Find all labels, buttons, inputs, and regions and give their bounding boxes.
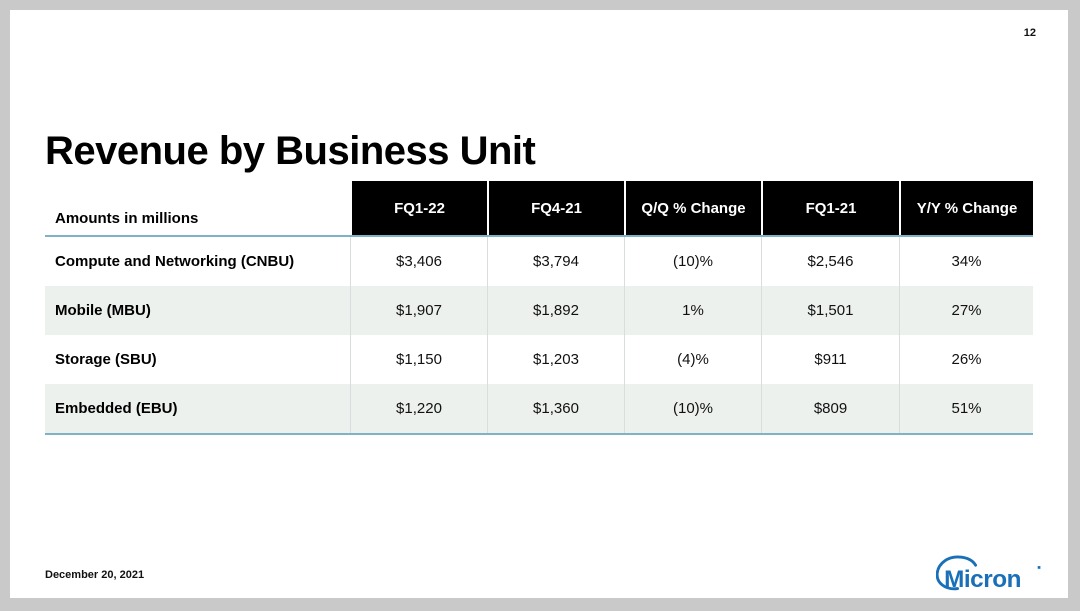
row-value: $911 xyxy=(761,335,899,384)
column-header-fq1-22: FQ1-22 xyxy=(350,181,487,235)
row-value: 27% xyxy=(899,286,1033,335)
row-value: $1,501 xyxy=(761,286,899,335)
row-label: Mobile (MBU) xyxy=(45,286,350,335)
table-row-cnbu: Compute and Networking (CNBU) $3,406 $3,… xyxy=(45,237,1033,286)
table-header-row: Amounts in millions FQ1-22 FQ4-21 Q/Q % … xyxy=(45,181,1033,237)
row-value: $3,406 xyxy=(350,237,487,286)
row-value: (10)% xyxy=(624,237,761,286)
column-header-qq-change: Q/Q % Change xyxy=(624,181,761,235)
micron-logo-graphic: Micron xyxy=(936,555,1041,593)
logo-wordmark: Micron xyxy=(944,566,1021,593)
row-value: 26% xyxy=(899,335,1033,384)
row-value: $1,203 xyxy=(487,335,624,384)
revenue-table: Amounts in millions FQ1-22 FQ4-21 Q/Q % … xyxy=(45,181,1033,435)
page-number: 12 xyxy=(1023,27,1036,39)
row-value: $1,907 xyxy=(350,286,487,335)
row-label: Storage (SBU) xyxy=(45,335,350,384)
row-value: $1,892 xyxy=(487,286,624,335)
table-corner-label: Amounts in millions xyxy=(45,181,350,235)
table-row-sbu: Storage (SBU) $1,150 $1,203 (4)% $911 26… xyxy=(45,335,1033,384)
row-value: $3,794 xyxy=(487,237,624,286)
table-row-mbu: Mobile (MBU) $1,907 $1,892 1% $1,501 27% xyxy=(45,286,1033,335)
row-value: $1,360 xyxy=(487,384,624,433)
row-value: (4)% xyxy=(624,335,761,384)
row-value: 51% xyxy=(899,384,1033,433)
row-value: $1,150 xyxy=(350,335,487,384)
table-row-ebu: Embedded (EBU) $1,220 $1,360 (10)% $809 … xyxy=(45,384,1033,433)
column-header-fq1-21: FQ1-21 xyxy=(761,181,899,235)
row-label: Compute and Networking (CNBU) xyxy=(45,237,350,286)
logo-trademark-tick xyxy=(1037,566,1041,569)
column-header-yy-change: Y/Y % Change xyxy=(899,181,1033,235)
row-value: $2,546 xyxy=(761,237,899,286)
slide: 12 Revenue by Business Unit Amounts in m… xyxy=(10,10,1068,598)
column-header-fq4-21: FQ4-21 xyxy=(487,181,624,235)
row-value: $1,220 xyxy=(350,384,487,433)
row-value: (10)% xyxy=(624,384,761,433)
footer-date: December 20, 2021 xyxy=(45,569,145,581)
row-value: 34% xyxy=(899,237,1033,286)
table-body: Compute and Networking (CNBU) $3,406 $3,… xyxy=(45,237,1033,435)
slide-title: Revenue by Business Unit xyxy=(45,129,536,173)
row-label: Embedded (EBU) xyxy=(45,384,350,433)
micron-logo: Micron xyxy=(936,554,1044,598)
row-value: 1% xyxy=(624,286,761,335)
row-value: $809 xyxy=(761,384,899,433)
logo-orbit-swoosh xyxy=(936,555,978,591)
